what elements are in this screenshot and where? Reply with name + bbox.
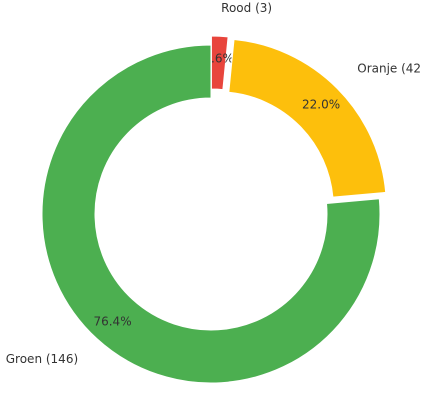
slice-label: Oranje (42): [357, 61, 422, 75]
donut-slice: [228, 38, 387, 198]
slice-label: Groen (146): [6, 352, 78, 366]
value-label: 76.4%: [93, 314, 131, 328]
slice-label: Rood (3): [221, 1, 272, 15]
donut-slice: [210, 35, 229, 91]
donut-slice: [41, 44, 381, 384]
value-label: 22.0%: [302, 97, 340, 111]
